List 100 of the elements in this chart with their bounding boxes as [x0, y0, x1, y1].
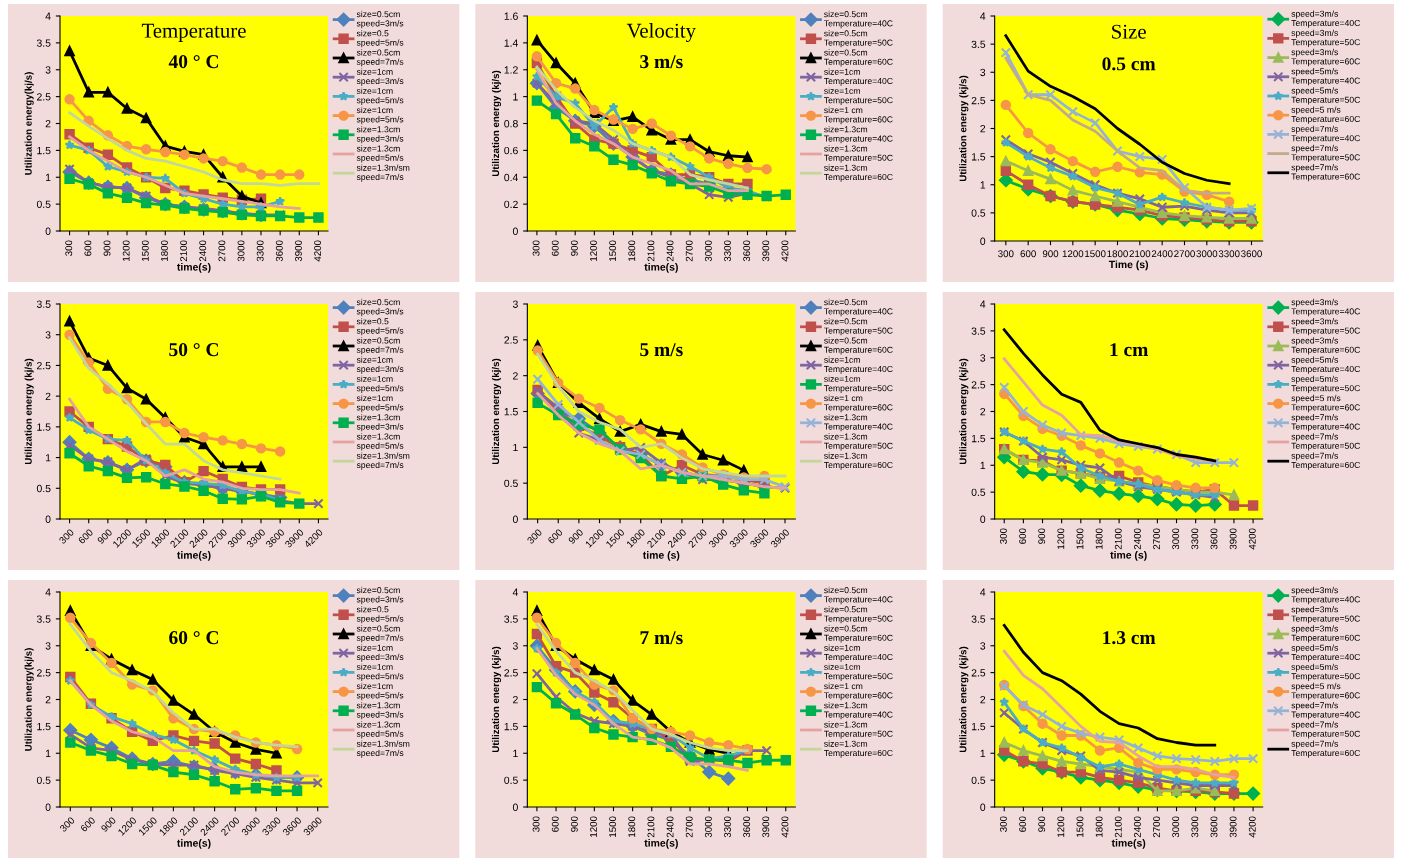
- legend-label: size=1.3cm Temperature=60C: [824, 452, 893, 470]
- x-tick-label: 2400: [199, 240, 207, 262]
- legend-label: size=1.3m/sm speed=7m/s: [356, 740, 410, 758]
- x-tick-label: 900: [1038, 816, 1046, 832]
- y-tick-label: 3.5: [971, 327, 986, 335]
- y-tick-label: 2.5: [504, 669, 518, 677]
- x-tick-label: 3300: [724, 816, 731, 838]
- y-tick-label: 2.5: [37, 669, 51, 677]
- x-tick-label: 1500: [609, 816, 617, 837]
- y-tick-label: 0: [980, 803, 986, 811]
- x-tick-label: 600: [551, 816, 559, 832]
- annotation: 5 m/s: [640, 343, 683, 357]
- x-tick-label: 300: [532, 240, 540, 256]
- x-tick-label: 1800: [1095, 816, 1103, 837]
- legend-label: size=1.3m/sm speed=7m/s: [356, 164, 410, 182]
- y-tick-label: 2.5: [37, 93, 51, 101]
- x-tick-label: 1200: [122, 240, 130, 261]
- x-tick-label: 3600: [1241, 250, 1262, 258]
- x-axis-title: Time (s): [1108, 260, 1149, 271]
- annotation: 60 ° C: [169, 631, 219, 645]
- y-tick-label: 0.2: [504, 200, 518, 208]
- y-tick-label: 0.5: [971, 776, 986, 784]
- y-axis-title: Utilization energy(kj/s): [24, 72, 34, 175]
- x-tick-label: 600: [547, 528, 564, 545]
- x-tick-label: 3300: [1218, 250, 1240, 258]
- x-tick-label: 900: [103, 240, 111, 256]
- y-tick-label: 1: [980, 461, 986, 470]
- y-tick-label: 4: [980, 300, 986, 308]
- y-tick-label: 3.5: [36, 39, 51, 47]
- y-tick-label: 3: [512, 300, 518, 308]
- x-tick-label: 3600: [743, 240, 751, 262]
- x-tick-label: 600: [79, 816, 96, 833]
- x-tick-label: 2700: [218, 240, 226, 262]
- y-tick-label: 3: [45, 331, 51, 339]
- x-tick-label: 2400: [1133, 528, 1141, 550]
- x-tick-label: 2400: [666, 240, 674, 262]
- x-tick-label: 300: [65, 240, 73, 256]
- x-tick-label: 2400: [666, 816, 674, 838]
- y-tick-label: 2: [980, 408, 986, 416]
- x-tick-label: 600: [551, 240, 559, 256]
- x-tick-label: 300: [526, 528, 543, 545]
- x-tick-label: 900: [570, 816, 578, 832]
- x-tick-label: 3900: [295, 240, 302, 262]
- y-tick-label: 1: [45, 173, 51, 182]
- y-tick-label: 0.5: [971, 209, 986, 217]
- y-tick-label: 1: [45, 454, 51, 462]
- x-tick-label: 2100: [1129, 250, 1151, 258]
- x-axis-title: time(s): [177, 263, 211, 273]
- x-tick-label: 2700: [685, 816, 693, 838]
- x-tick-label: 3000: [704, 816, 712, 838]
- x-tick-label: 300: [999, 528, 1007, 544]
- x-tick-label: 900: [1038, 528, 1046, 544]
- x-axis-title: time(s): [644, 263, 678, 273]
- y-axis-title: Utilization energy (kj/s): [24, 358, 34, 465]
- x-tick-label: 2400: [1133, 816, 1141, 838]
- x-tick-label: 2700: [1153, 528, 1160, 550]
- x-tick-label: 600: [1019, 528, 1026, 544]
- y-tick-label: 3: [512, 642, 518, 650]
- y-tick-label: 3: [980, 642, 986, 650]
- y-tick-label: 0: [512, 803, 518, 811]
- x-tick-label: 1200: [1062, 250, 1084, 258]
- x-tick-label: 300: [999, 816, 1007, 832]
- y-axis-title: Utilization energy (kj/s): [959, 358, 969, 465]
- x-tick-label: 300: [998, 250, 1014, 258]
- x-tick-label: 2100: [1114, 816, 1122, 838]
- legend-label: speed=7m/s Temperature=60C: [1291, 452, 1361, 470]
- y-tick-label: 4: [45, 588, 51, 596]
- annotation: 3 m/s: [640, 55, 683, 69]
- y-tick-label: 0: [980, 237, 986, 245]
- y-tick-label: 4: [980, 12, 986, 20]
- x-tick-label: 900: [570, 240, 578, 256]
- y-tick-label: 0: [45, 803, 51, 811]
- x-tick-label: 3000: [704, 240, 712, 262]
- x-axis-title: time(s): [1111, 839, 1146, 849]
- y-tick-label: 0.8: [504, 120, 518, 128]
- x-tick-label: 4200: [781, 240, 789, 262]
- y-tick-label: 3: [45, 66, 51, 74]
- y-tick-label: 1.5: [37, 423, 51, 431]
- y-tick-label: 0.5: [971, 488, 986, 496]
- annotation: 1.3 cm: [1103, 631, 1156, 645]
- y-axis-title: Utilization energy (kj/s): [959, 646, 969, 753]
- annotation: 1 cm: [1110, 343, 1149, 357]
- legend-label: speed=7m/s Temperature=60C: [1291, 740, 1361, 758]
- y-tick-label: 1.5: [504, 408, 518, 416]
- y-tick-label: 1.5: [971, 434, 986, 443]
- x-tick-label: 1500: [1085, 250, 1106, 258]
- x-tick-label: 3000: [1172, 816, 1180, 838]
- x-tick-label: 4200: [781, 816, 789, 838]
- y-tick-label: 1.5: [971, 722, 986, 731]
- x-tick-label: 2700: [1153, 816, 1160, 838]
- y-tick-label: 1: [513, 93, 518, 101]
- x-tick-label: 2100: [647, 240, 655, 262]
- y-tick-label: 4: [512, 588, 518, 596]
- x-tick-label: 900: [567, 528, 584, 545]
- y-tick-label: 3: [980, 354, 986, 362]
- x-tick-label: 3600: [1210, 816, 1218, 838]
- y-tick-label: 3: [45, 642, 51, 650]
- x-axis-title: time(s): [644, 839, 678, 849]
- y-tick-label: 0: [980, 515, 986, 523]
- x-tick-label: 1200: [590, 816, 597, 837]
